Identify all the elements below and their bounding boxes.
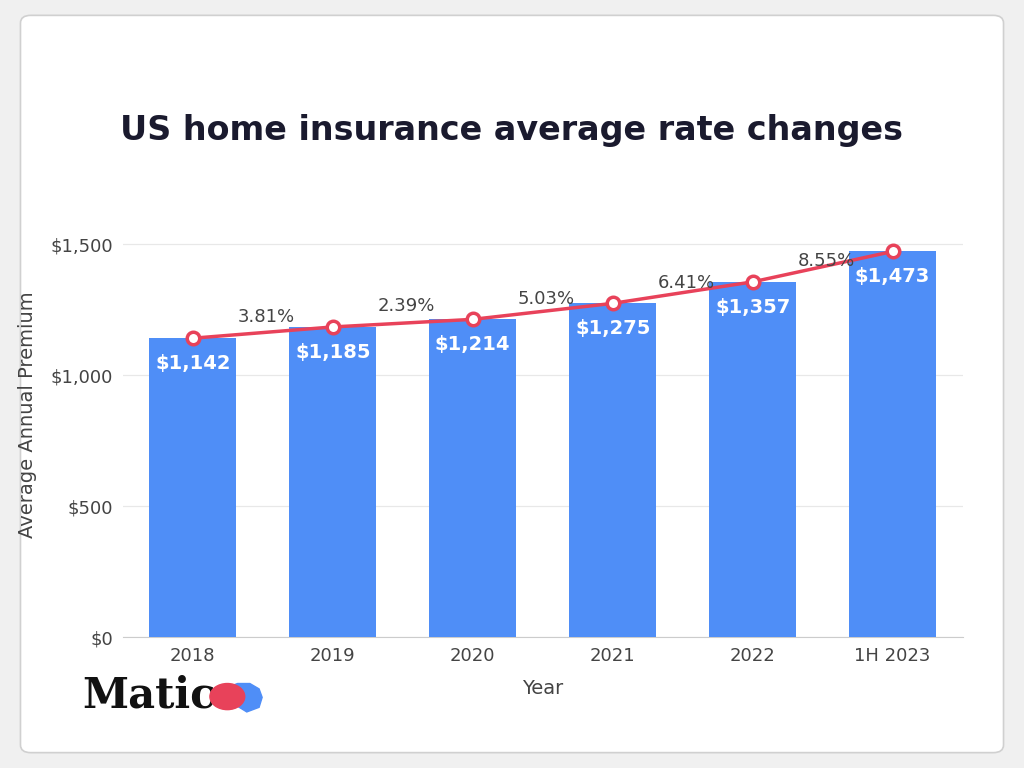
Text: 8.55%: 8.55% (798, 252, 855, 270)
Text: $1,473: $1,473 (855, 267, 930, 286)
Text: $1,275: $1,275 (575, 319, 650, 338)
Text: 5.03%: 5.03% (517, 290, 574, 307)
Text: $1,357: $1,357 (715, 297, 791, 316)
Y-axis label: Average Annual Premium: Average Annual Premium (17, 291, 37, 538)
Text: 3.81%: 3.81% (238, 309, 295, 326)
Bar (429, 319, 516, 637)
Bar (290, 327, 376, 637)
Text: US home insurance average rate changes: US home insurance average rate changes (121, 114, 903, 147)
Text: 2.39%: 2.39% (378, 297, 435, 315)
Text: 6.41%: 6.41% (657, 273, 715, 292)
Text: Matic: Matic (82, 674, 215, 716)
Text: $1,185: $1,185 (295, 343, 371, 362)
Bar (710, 282, 796, 637)
Text: $1,214: $1,214 (435, 335, 511, 354)
Bar (849, 251, 936, 637)
Bar (150, 338, 237, 637)
Bar (569, 303, 656, 637)
X-axis label: Year: Year (522, 679, 563, 698)
Text: $1,142: $1,142 (155, 354, 230, 373)
